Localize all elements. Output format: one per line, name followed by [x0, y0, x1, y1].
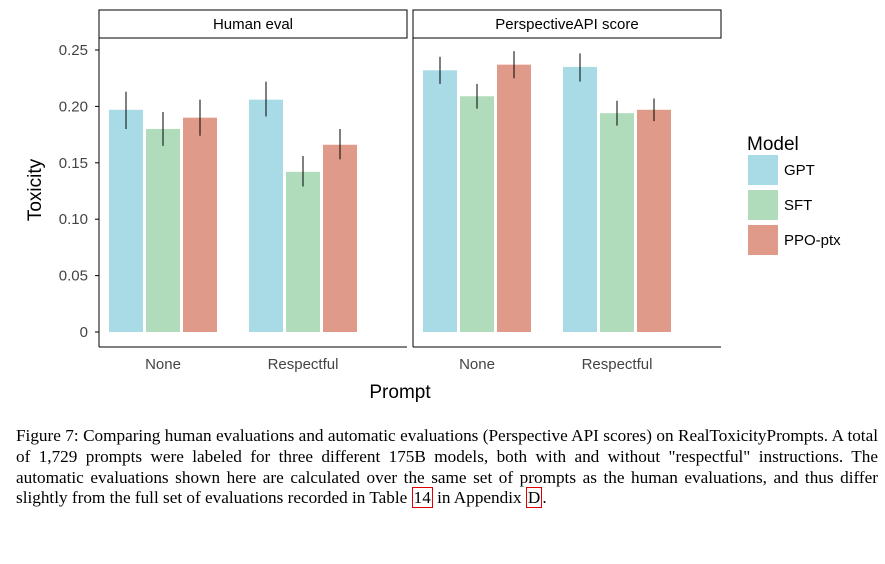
toxicity-chart: Human eval None Respectful PerspectiveAPI s…	[25, 9, 841, 403]
panel-title-2: PerspectiveAPI score	[495, 16, 638, 33]
y-tick-label-1: 0.05	[59, 268, 88, 285]
panel-strip-2	[412, 9, 722, 39]
panel-strip-1	[98, 9, 408, 39]
legend-label-gpt: GPT	[784, 162, 815, 179]
bar-ppo-ptx-respectful-panel2	[637, 109, 671, 332]
x-tick-label-none-panel2: None	[459, 356, 495, 373]
legend-key-ppo-ptx	[748, 225, 778, 255]
y-tick-label-5: 0.25	[59, 42, 88, 59]
legend-title: Model	[747, 134, 799, 155]
bar-sft-respectful-panel1	[286, 171, 320, 332]
bar-gpt-respectful-panel2	[563, 66, 597, 333]
bar-gpt-none-panel2	[423, 70, 457, 332]
bar-gpt-none-panel1	[109, 109, 143, 332]
bar-ppo-ptx-none-panel2	[497, 64, 531, 332]
legend-key-gpt	[748, 155, 778, 185]
legend-key-sft	[748, 190, 778, 220]
table-reference-link[interactable]: 14	[411, 487, 433, 509]
bar-sft-none-panel1	[146, 128, 180, 332]
y-tick-label-4: 0.20	[59, 98, 88, 115]
bar-sft-none-panel2	[460, 96, 494, 332]
x-tick-label-none-panel1: None	[145, 356, 181, 373]
legend-label-ppo-ptx: PPO-ptx	[784, 232, 841, 249]
legend-label-sft: SFT	[784, 197, 812, 214]
x-tick-label-respectful-panel1: Respectful	[268, 356, 339, 373]
y-tick-label-0: 0	[80, 324, 88, 341]
bar-sft-respectful-panel2	[600, 113, 634, 332]
y-tick-label-2: 0.10	[59, 211, 88, 228]
caption-text: Figure 7: Comparing human evaluations an…	[16, 426, 878, 508]
bar-ppo-ptx-none-panel1	[183, 117, 217, 333]
bar-ppo-ptx-respectful-panel1	[323, 144, 357, 332]
caption-text-middle: in Appendix	[432, 488, 526, 508]
figure-caption: Figure 7: Comparing human evaluations an…	[16, 426, 878, 509]
y-axis-title: Toxicity	[25, 158, 46, 221]
bar-gpt-respectful-panel1	[249, 99, 283, 332]
y-tick-label-3: 0.15	[59, 155, 88, 172]
panel-title-1: Human eval	[213, 16, 293, 33]
x-axis-title: Prompt	[369, 382, 431, 403]
appendix-reference-link[interactable]: D	[525, 487, 543, 509]
x-tick-label-respectful-panel2: Respectful	[582, 356, 653, 373]
caption-text-end: .	[542, 488, 547, 508]
